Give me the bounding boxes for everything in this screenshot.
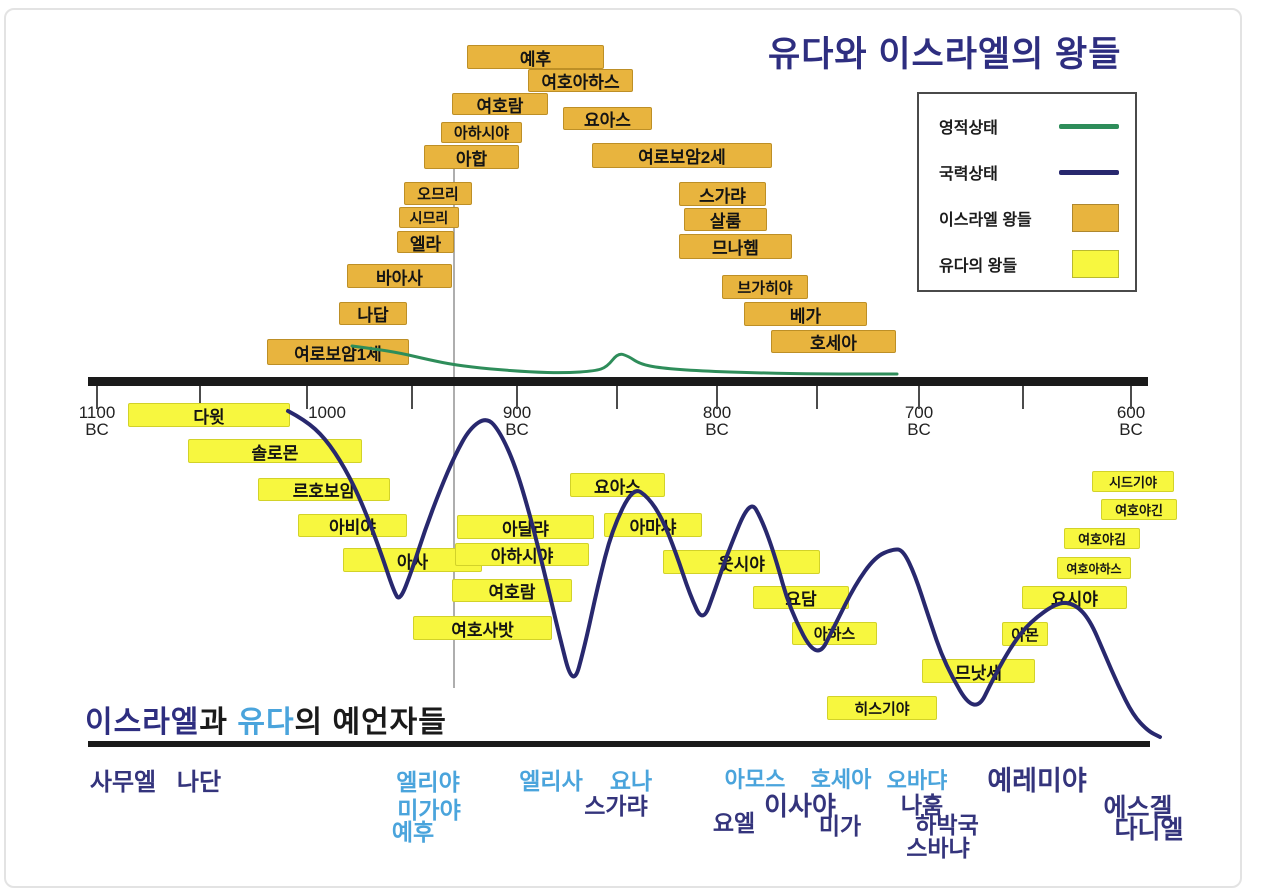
prophet-스가랴: 스가랴 [584,793,648,819]
israel-king-므나헴: 므나헴 [679,234,792,259]
judah-king-요아스: 요아스 [570,473,665,497]
judah-king-아하스: 아하스 [792,622,877,645]
prophet-예레미야: 예레미야 [987,766,1087,796]
axis-tick [411,386,413,409]
prophets-section-title: 이스라엘과 유다의 예언자들 [85,697,447,741]
legend-label: 영적상태 [939,120,998,137]
axis-tick [1130,386,1132,409]
judah-king-솔로몬: 솔로몬 [188,439,362,463]
judah-king-다윗: 다윗 [128,403,290,427]
prophets-title-part: 과 [199,706,238,739]
prophet-엘리야: 엘리야 [396,769,460,795]
prophets-baseline [88,741,1150,747]
axis-tick [96,386,98,409]
judah-king-웃시야: 웃시야 [663,550,820,574]
judah-king-아달랴: 아달랴 [457,515,594,539]
israel-king-여호아하스: 여호아하스 [528,69,633,92]
axis-tick-label: 700 BC [904,403,934,439]
axis-tick [918,386,920,409]
israel-king-예후: 예후 [467,45,604,69]
israel-king-아하시야: 아하시야 [441,122,522,143]
israel-king-엘라: 엘라 [397,231,454,254]
axis-tick [716,386,718,409]
israel-king-베가: 베가 [744,302,867,326]
axis-tick [306,386,308,409]
prophet-호세아: 호세아 [810,767,872,792]
axis-tick [516,386,518,409]
axis-tick-label: 600 BC [1116,403,1146,439]
judah-king-여호람: 여호람 [452,579,572,602]
israel-king-브가히야: 브가히야 [722,275,808,299]
israel-king-시므리: 시므리 [399,207,459,228]
israel-king-바아사: 바아사 [347,264,452,288]
israel-king-요아스: 요아스 [563,107,652,130]
prophet-엘리사: 엘리사 [519,768,583,794]
prophets-title-part: 의 예언자들 [294,706,447,739]
page-title: 유다와 이스라엘의 왕들 [768,35,1122,74]
legend-box-swatch [1072,250,1119,278]
judah-king-르호보암: 르호보암 [258,478,390,501]
axis-tick [199,386,201,409]
prophet-다니엘: 다니엘 [1114,816,1184,844]
judah-king-히스기야: 히스기야 [827,696,937,720]
axis-tick-label: 1000 [308,403,346,422]
israel-king-스가랴: 스가랴 [679,182,766,206]
israel-king-오므리: 오므리 [404,182,472,205]
judah-king-아비야: 아비야 [298,514,407,537]
prophet-이사야: 이사야 [764,791,836,821]
israel-king-살룸: 살룸 [684,208,767,231]
judah-king-아마샤: 아마샤 [604,513,702,537]
timeline-axis-bar [88,377,1148,386]
legend-row: 영적상태 [939,112,1119,140]
legend-line-swatch [1059,169,1119,175]
legend-row: 유다의 왕들 [939,250,1119,278]
prophets-title-part: 이스라엘 [85,706,200,739]
prophet-에스겔: 에스겔 [1103,794,1173,822]
prophet-스바냐: 스바냐 [906,835,970,861]
legend-label: 유다의 왕들 [939,258,1018,275]
legend-label: 국력상태 [939,166,998,183]
prophet-미가: 미가 [818,813,862,839]
legend-row: 이스라엘 왕들 [939,204,1119,232]
prophet-미가야: 미가야 [397,797,461,823]
israel-king-여로보암1세: 여로보암1세 [267,339,409,365]
israel-king-나답: 나답 [339,302,407,325]
israel-king-여호람: 여호람 [452,93,548,116]
prophet-나단: 나단 [176,769,222,796]
prophets-title-part: 유다 [237,706,295,739]
axis-tick-label: 1100 BC [78,403,116,439]
israel-king-호세아: 호세아 [771,330,896,353]
prophet-사무엘: 사무엘 [89,769,157,796]
prophet-나훔: 나훔 [900,792,944,818]
judah-king-아하시야: 아하시야 [455,543,589,566]
judah-king-요담: 요담 [753,586,849,609]
israel-king-아합: 아합 [424,145,519,169]
prophet-예후: 예후 [391,819,435,845]
judah-king-아몬: 아몬 [1002,622,1048,646]
israel-king-여로보암2세: 여로보암2세 [592,143,772,168]
judah-king-여호사밧: 여호사밧 [413,616,552,640]
axis-tick-label: 800 BC [702,403,732,439]
legend-box-swatch [1072,204,1119,232]
judah-king-여호야긴: 여호야긴 [1101,499,1177,520]
prophet-요엘: 요엘 [712,810,756,836]
axis-tick [616,386,618,409]
prophet-오바댜: 오바댜 [886,768,948,793]
judah-king-여호야김: 여호야김 [1064,528,1140,549]
prophet-아모스: 아모스 [724,767,786,792]
axis-tick-label: 900 BC [502,403,532,439]
judah-king-므낫세: 므낫세 [922,659,1035,683]
legend-label: 이스라엘 왕들 [939,212,1032,229]
legend-row: 국력상태 [939,158,1119,186]
axis-tick [1022,386,1024,409]
judah-king-여호아하스: 여호아하스 [1057,557,1131,579]
axis-tick [816,386,818,409]
prophet-요나: 요나 [609,768,653,794]
legend-line-swatch [1059,123,1119,129]
judah-king-시드기야: 시드기야 [1092,471,1174,492]
prophet-하박국: 하박국 [915,812,979,838]
judah-king-요시야: 요시야 [1022,586,1127,609]
